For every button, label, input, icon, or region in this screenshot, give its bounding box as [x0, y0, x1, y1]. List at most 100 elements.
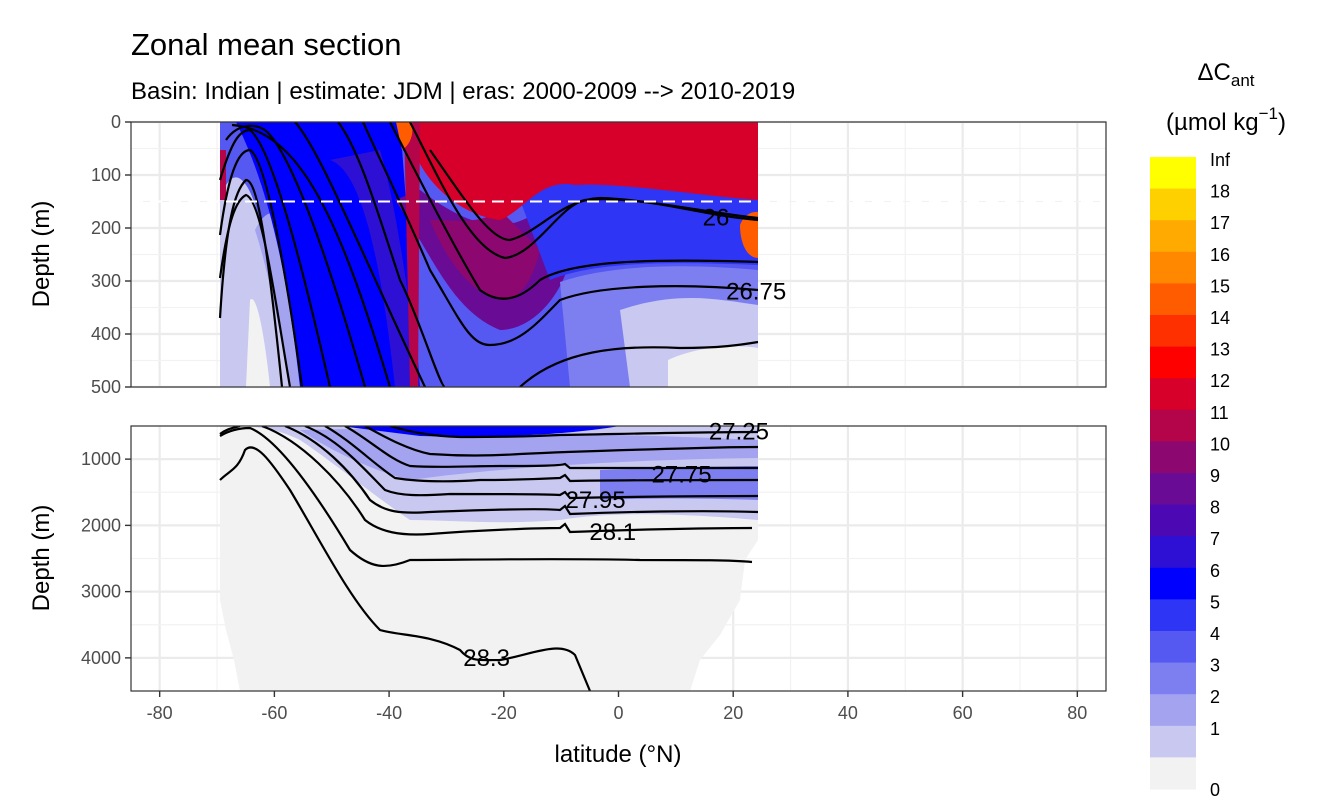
x-tick-label: 80 [1067, 703, 1087, 723]
isopycnal-line [429, 149, 759, 242]
legend-label: 5 [1210, 592, 1220, 612]
isopycnal-label: 28.3 [463, 645, 510, 672]
field-orange-east [740, 211, 758, 258]
isopycnal-line [218, 193, 292, 387]
y-axis-title-lower: Depth (m) [28, 505, 55, 612]
isopycnal-line [519, 340, 759, 387]
chart-title: Zonal mean section [131, 27, 402, 62]
legend-key [1150, 536, 1196, 569]
lower-panel-field [219, 426, 759, 691]
y-axis-title-upper: Depth (m) [28, 201, 55, 308]
legend-units-superscript: −1 [1259, 104, 1278, 123]
legend-key [1150, 283, 1196, 316]
legend-key [1150, 631, 1196, 664]
legend-title: ΔCant [1197, 59, 1254, 90]
legend-key [1150, 504, 1196, 537]
legend-key [1150, 694, 1196, 727]
legend-key [1150, 662, 1196, 695]
x-axis-title: latitude (°N) [555, 741, 682, 768]
y-tick-label: 200 [91, 218, 121, 238]
field-deep-blue-top [340, 426, 620, 437]
legend-label: Inf [1210, 150, 1231, 170]
upper-y-axis: 0 100 200 300 400 500 [91, 112, 131, 397]
isopycnal-line [219, 446, 592, 691]
legend-key [1150, 599, 1196, 632]
legend-label: 3 [1210, 656, 1220, 676]
x-tick-label: 20 [723, 703, 743, 723]
isopycnal-labels: 26 26.75 27.25 27.75 27.95 28.1 28.3 [463, 204, 786, 671]
legend-label: 18 [1210, 182, 1230, 202]
isopycnal-line [218, 148, 304, 387]
isopycnal-line [337, 122, 447, 387]
legend-label: 1 [1210, 719, 1220, 739]
field-east-zero [668, 346, 758, 387]
legend-label: 2 [1210, 687, 1220, 707]
isopycnal-label: 27.25 [709, 418, 769, 445]
legend-key [1150, 378, 1196, 411]
upper-panel-border [130, 121, 1107, 388]
legend-label: 14 [1210, 308, 1230, 328]
legend-key [1150, 567, 1196, 600]
legend-label: 17 [1210, 213, 1230, 233]
x-tick-label: 40 [838, 703, 858, 723]
lower-y-axis: 1000 2000 3000 4000 [81, 449, 131, 668]
field-deep-red-west [220, 150, 226, 200]
y-tick-label: 300 [91, 271, 121, 291]
x-tick-label: -20 [491, 703, 517, 723]
legend-key [1150, 725, 1196, 758]
color-legend: ΔCant (µmol kg−1) Inf1817161514131211109… [1150, 59, 1286, 800]
legend-label: 10 [1210, 434, 1230, 454]
legend-label: 4 [1210, 624, 1220, 644]
legend-key [1150, 315, 1196, 348]
x-tick-label: -40 [376, 703, 402, 723]
isopycnal-label: 28.1 [589, 519, 636, 546]
legend-label: 16 [1210, 245, 1230, 265]
legend-title-subscript: ant [1231, 71, 1255, 90]
legend-key [1150, 188, 1196, 221]
field-magenta-trough [430, 210, 540, 300]
x-tick-label: -80 [147, 703, 173, 723]
legend-label: 12 [1210, 371, 1230, 391]
isopycnal-line [294, 122, 426, 387]
upper-isopycnals [218, 122, 759, 387]
x-tick-label: 0 [613, 703, 623, 723]
legend-key [1150, 409, 1196, 442]
y-tick-label: 2000 [81, 515, 121, 535]
isopycnal-line [284, 426, 759, 516]
isopycnal-line [225, 124, 367, 387]
field-orange-spot [396, 122, 413, 150]
lower-isopycnals [219, 426, 759, 691]
legend-title-main: ΔC [1197, 59, 1230, 86]
isopycnal-line [261, 426, 753, 536]
legend-units: (µmol kg−1) [1166, 104, 1286, 136]
y-tick-label: 1000 [81, 449, 121, 469]
legend-key [1150, 157, 1196, 190]
legend-key [1150, 346, 1196, 379]
legend-label: 7 [1210, 529, 1220, 549]
legend-key [1150, 441, 1196, 474]
legend-key [1150, 473, 1196, 506]
field-deep-east-band [600, 466, 758, 500]
field-east-blue [520, 179, 758, 280]
upper-panel-field [131, 122, 1106, 387]
legend-label: 13 [1210, 340, 1230, 360]
y-tick-label: 100 [91, 165, 121, 185]
y-tick-label: 0 [111, 112, 121, 132]
legend-key [1150, 220, 1196, 253]
lower-panel: 1000 2000 3000 4000 [81, 425, 1107, 692]
isopycnal-line [364, 426, 759, 457]
isopycnal-line [304, 426, 759, 500]
isopycnal-line [361, 122, 759, 347]
isopycnal-line [389, 122, 759, 300]
legend-units-close: ) [1278, 109, 1286, 136]
isopycnal-label: 26 [703, 204, 730, 231]
isopycnal-line [324, 426, 759, 483]
isopycnal-line [219, 426, 753, 567]
field-zero-south [246, 298, 270, 387]
legend-label: 11 [1210, 403, 1229, 423]
legend-label: 15 [1210, 276, 1230, 296]
field-red-column [404, 122, 420, 387]
y-tick-label: 400 [91, 324, 121, 344]
isopycnal-line [218, 128, 332, 387]
